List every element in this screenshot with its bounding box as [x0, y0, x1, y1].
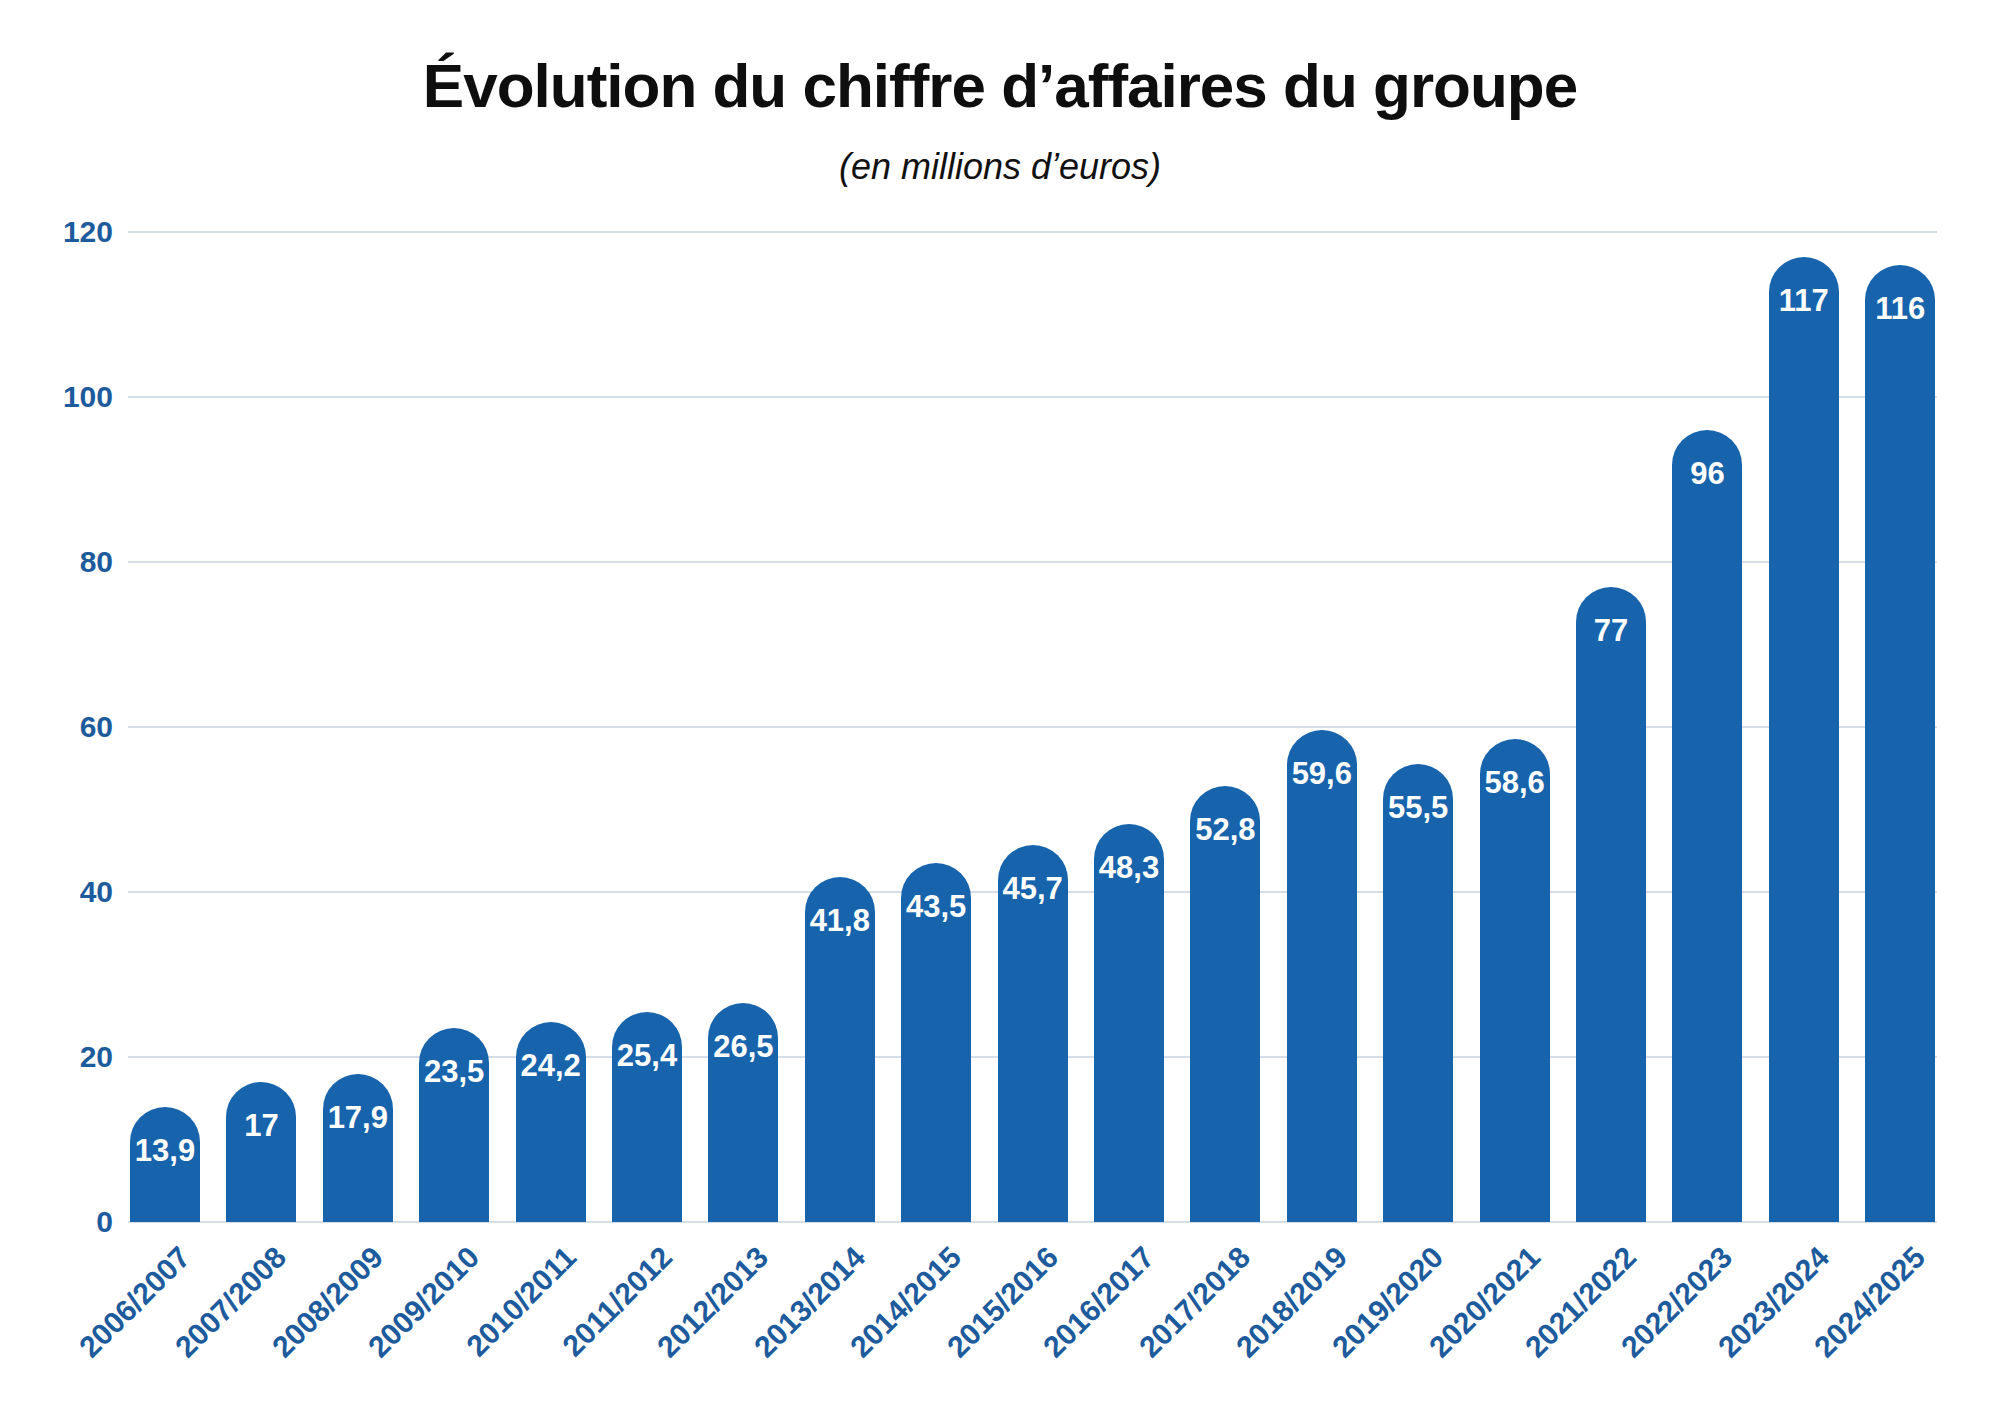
- bar-value-label-2023-2024: 117: [1769, 283, 1839, 319]
- gridline-y-120: [128, 231, 1937, 233]
- bar-chart: Évolution du chiffre d’affaires du group…: [0, 0, 2000, 1414]
- y-axis-tick-label-120: 120: [0, 213, 113, 251]
- bar-2022-2023: 96: [1672, 430, 1742, 1222]
- bar-value-label-2018-2019: 59,6: [1287, 756, 1357, 792]
- y-axis-tick-label-0: 0: [0, 1203, 113, 1241]
- bar-value-label-2011-2012: 25,4: [612, 1038, 682, 1074]
- bar-2020-2021: 58,6: [1480, 739, 1550, 1222]
- bar-value-label-2009-2010: 23,5: [419, 1054, 489, 1090]
- gridline-y-80: [128, 561, 1937, 563]
- chart-title: Évolution du chiffre d’affaires du group…: [0, 50, 2000, 121]
- bar-value-label-2019-2020: 55,5: [1383, 790, 1453, 826]
- bar-value-label-2008-2009: 17,9: [323, 1100, 393, 1136]
- bar-value-label-2017-2018: 52,8: [1190, 812, 1260, 848]
- bar-value-label-2021-2022: 77: [1576, 613, 1646, 649]
- bar-value-label-2020-2021: 58,6: [1480, 765, 1550, 801]
- bar-value-label-2022-2023: 96: [1672, 456, 1742, 492]
- bar-value-label-2014-2015: 43,5: [901, 889, 971, 925]
- y-axis-tick-label-20: 20: [0, 1038, 113, 1076]
- bar-2021-2022: 77: [1576, 587, 1646, 1222]
- y-axis-tick-label-80: 80: [0, 543, 113, 581]
- bar-2010-2011: 24,2: [516, 1022, 586, 1222]
- bar-value-label-2024-2025: 116: [1865, 291, 1935, 327]
- bar-value-label-2012-2013: 26,5: [708, 1029, 778, 1065]
- gridline-y-60: [128, 726, 1937, 728]
- bar-2017-2018: 52,8: [1190, 786, 1260, 1222]
- bar-2024-2025: 116: [1865, 265, 1935, 1222]
- bar-2019-2020: 55,5: [1383, 764, 1453, 1222]
- bar-2023-2024: 117: [1769, 257, 1839, 1222]
- bar-value-label-2010-2011: 24,2: [516, 1048, 586, 1084]
- bar-value-label-2007-2008: 17: [226, 1108, 296, 1144]
- bar-2018-2019: 59,6: [1287, 730, 1357, 1222]
- bar-value-label-2016-2017: 48,3: [1094, 850, 1164, 886]
- chart-subtitle: (en millions d’euros): [0, 146, 2000, 188]
- y-axis-tick-label-100: 100: [0, 378, 113, 416]
- bar-2013-2014: 41,8: [805, 877, 875, 1222]
- bar-value-label-2015-2016: 45,7: [998, 871, 1068, 907]
- bar-2016-2017: 48,3: [1094, 824, 1164, 1222]
- bar-2006-2007: 13,9: [130, 1107, 200, 1222]
- bar-2015-2016: 45,7: [998, 845, 1068, 1222]
- gridline-y-100: [128, 396, 1937, 398]
- bar-2007-2008: 17: [226, 1082, 296, 1222]
- bar-2011-2012: 25,4: [612, 1012, 682, 1222]
- bar-2008-2009: 17,9: [323, 1074, 393, 1222]
- bar-2009-2010: 23,5: [419, 1028, 489, 1222]
- bar-2012-2013: 26,5: [708, 1003, 778, 1222]
- bar-value-label-2006-2007: 13,9: [130, 1133, 200, 1169]
- y-axis-tick-label-40: 40: [0, 873, 113, 911]
- bar-2014-2015: 43,5: [901, 863, 971, 1222]
- bar-value-label-2013-2014: 41,8: [805, 903, 875, 939]
- y-axis-tick-label-60: 60: [0, 708, 113, 746]
